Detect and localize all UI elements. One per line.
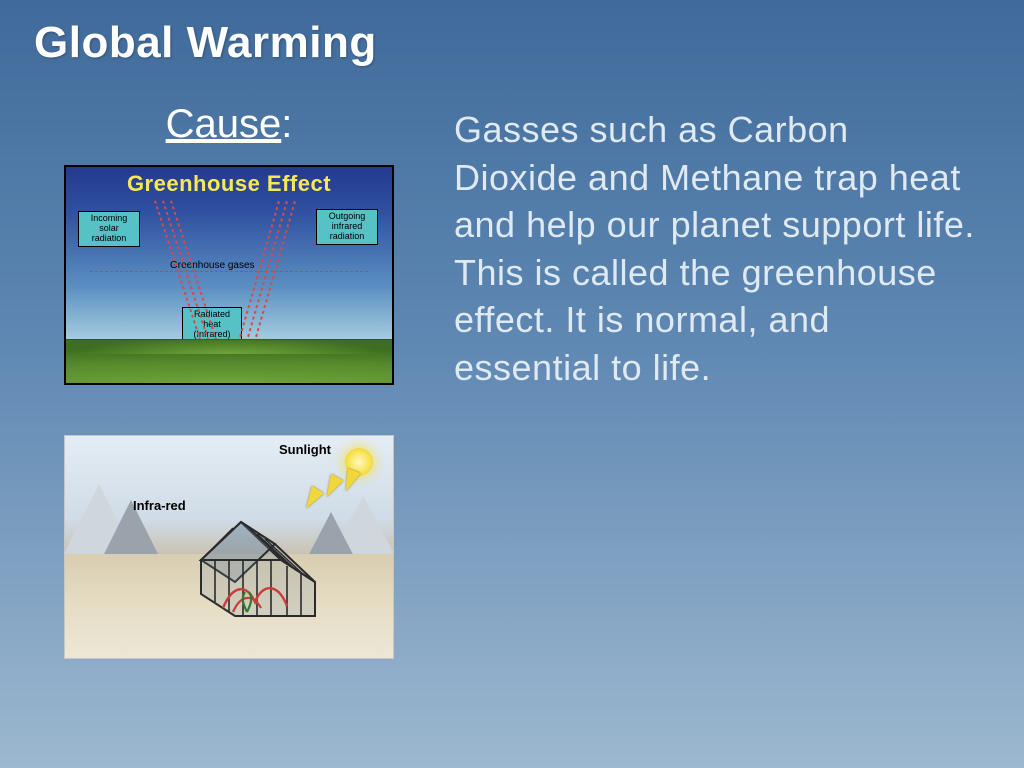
cause-colon: : bbox=[281, 102, 292, 146]
body-paragraph: Gasses such as Carbon Dioxide and Methan… bbox=[454, 106, 980, 391]
diagram1-ground bbox=[66, 339, 392, 383]
cause-heading: Cause: bbox=[166, 102, 293, 147]
left-column: Cause: Greenhouse Effect Greenhouse gase… bbox=[34, 102, 424, 744]
greenhouse-gases-line bbox=[90, 271, 368, 272]
right-column: Gasses such as Carbon Dioxide and Methan… bbox=[454, 102, 990, 744]
diagram1-title: Greenhouse Effect bbox=[66, 171, 392, 197]
slide-body: Cause: Greenhouse Effect Greenhouse gase… bbox=[34, 102, 990, 744]
greenhouse-effect-diagram: Greenhouse Effect Greenhouse gases Incom… bbox=[64, 165, 394, 385]
slide: Global Warming Cause: Greenhouse Effect … bbox=[0, 0, 1024, 768]
outgoing-ray bbox=[245, 201, 288, 346]
incoming-radiation-label: Incoming solar radiation bbox=[78, 211, 140, 247]
greenhouse-illustration: Sunlight Infra-red bbox=[64, 435, 394, 659]
outgoing-radiation-label: Outgoing infrared radiation bbox=[316, 209, 378, 245]
infrared-label: Infra-red bbox=[133, 498, 186, 513]
greenhouse-icon bbox=[183, 512, 323, 620]
sunlight-label: Sunlight bbox=[279, 442, 331, 457]
greenhouse-illustration-inner: Sunlight Infra-red bbox=[64, 435, 394, 659]
sunlight-arrow-icon bbox=[300, 486, 324, 512]
cause-label: Cause bbox=[166, 102, 282, 146]
page-title: Global Warming bbox=[34, 18, 990, 68]
sunlight-arrow-icon bbox=[339, 468, 360, 494]
